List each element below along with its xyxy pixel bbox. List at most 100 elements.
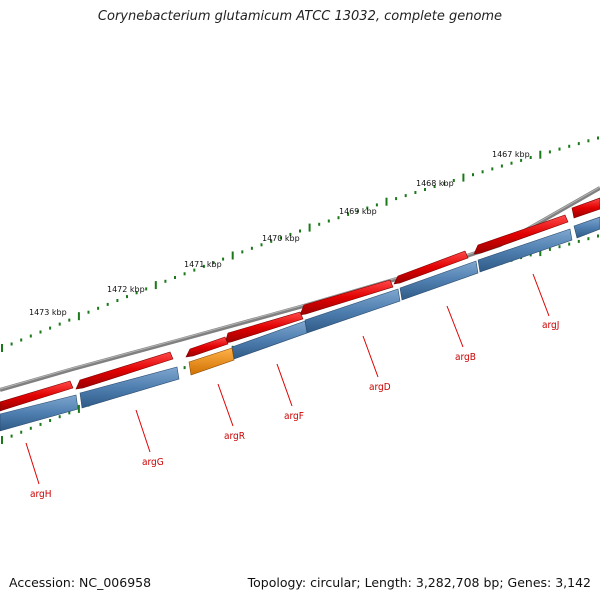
- gene-arrow-argD[interactable]: [393, 250, 469, 285]
- outer-minor-tick: [145, 287, 148, 291]
- cds-bar-argH[interactable]: [0, 394, 79, 432]
- outer-ruler-ticks: [1, 136, 599, 352]
- outer-minor-tick: [443, 182, 446, 185]
- inner-minor-tick: [39, 422, 42, 426]
- inner-major-tick: [77, 404, 80, 413]
- outer-minor-tick: [318, 222, 321, 226]
- inner-minor-tick: [49, 419, 52, 422]
- outer-minor-tick: [97, 306, 100, 310]
- leader-argG: [135, 409, 151, 453]
- inner-minor-tick: [558, 245, 561, 249]
- outer-minor-tick: [472, 173, 474, 177]
- outer-minor-tick: [212, 261, 215, 265]
- leader-argH: [25, 442, 40, 485]
- gene-arrow-argG[interactable]: [75, 351, 174, 390]
- kbp-label-1469: 1469 kbp: [339, 207, 377, 216]
- outer-minor-tick: [356, 209, 359, 213]
- inner-minor-tick: [183, 366, 186, 370]
- outer-minor-tick: [395, 197, 398, 201]
- outer-minor-tick: [250, 246, 253, 250]
- gene-arrow-argB[interactable]: [473, 214, 569, 255]
- gene-label-argF[interactable]: argF: [284, 411, 304, 422]
- outer-minor-tick: [587, 139, 590, 143]
- outer-major-tick: [308, 223, 311, 232]
- accession-text: Accession: NC_006958: [9, 575, 152, 590]
- gene-label-argD[interactable]: argD: [369, 382, 391, 393]
- outer-major-tick: [154, 281, 157, 290]
- inner-minor-tick: [10, 434, 13, 438]
- kbp-label-1473: 1473 kbp: [29, 308, 67, 317]
- outer-minor-tick: [87, 310, 90, 314]
- cds-bar-argD[interactable]: [399, 260, 479, 301]
- outer-minor-tick: [520, 158, 523, 162]
- outer-minor-tick: [597, 136, 599, 140]
- topology-text: Topology: circular; Length: 3,282,708 bp…: [247, 575, 591, 590]
- outer-minor-tick: [39, 330, 42, 334]
- gene-arrow-argR-upstream[interactable]: [185, 336, 229, 358]
- outer-minor-tick: [375, 203, 378, 207]
- outer-minor-tick: [337, 216, 340, 220]
- outer-minor-tick: [327, 219, 330, 223]
- gene-label-argB[interactable]: argB: [455, 352, 476, 363]
- outer-minor-tick: [193, 268, 196, 272]
- outer-minor-tick: [558, 147, 561, 151]
- outer-minor-tick: [481, 170, 484, 174]
- outer-major-tick: [231, 251, 234, 260]
- inner-minor-tick: [68, 411, 71, 415]
- outer-minor-tick: [289, 232, 292, 236]
- cds-bar-argB[interactable]: [477, 228, 573, 273]
- inner-minor-tick: [548, 247, 551, 251]
- inner-minor-tick: [20, 430, 23, 434]
- map-title: Corynebacterium glutamicum ATCC 13032, c…: [97, 9, 503, 24]
- outer-major-tick: [1, 344, 3, 352]
- gene-label-argJ[interactable]: argJ: [542, 320, 559, 331]
- kbp-label-1468: 1468 kbp: [416, 179, 454, 188]
- outer-minor-tick: [299, 229, 301, 233]
- gene-arrow-argJ[interactable]: [571, 197, 600, 219]
- label-leaders: [25, 273, 550, 485]
- inner-minor-tick: [29, 426, 32, 430]
- leader-argF: [276, 363, 293, 407]
- outer-major-tick: [539, 150, 542, 159]
- inner-minor-tick: [587, 237, 590, 241]
- gene-label-argR[interactable]: argR: [224, 431, 245, 442]
- gene-arrow-argH[interactable]: [0, 380, 74, 412]
- gene-label-argH[interactable]: argH: [30, 489, 52, 500]
- inner-minor-tick: [568, 242, 571, 246]
- kbp-label-1471: 1471 kbp: [184, 260, 222, 269]
- inner-major-tick: [539, 248, 542, 257]
- leader-argJ: [532, 273, 550, 317]
- outer-minor-tick: [529, 156, 532, 159]
- inner-minor-tick: [58, 415, 61, 419]
- outer-minor-tick: [279, 236, 282, 240]
- outer-major-tick: [385, 197, 388, 206]
- kbp-label-1472: 1472 kbp: [107, 285, 145, 294]
- outer-major-tick: [77, 312, 80, 321]
- kbp-label-1467: 1467 kbp: [492, 150, 530, 159]
- outer-minor-tick: [49, 326, 52, 330]
- outer-major-tick: [462, 173, 465, 182]
- outer-minor-tick: [414, 191, 417, 194]
- outer-minor-tick: [424, 188, 426, 191]
- genome-backbone-highlight: [0, 186, 600, 390]
- cds-bar-argR-regulator[interactable]: [188, 347, 235, 376]
- gene-label-argG[interactable]: argG: [142, 457, 164, 468]
- cds-bar-argG[interactable]: [79, 366, 180, 409]
- outer-minor-tick: [241, 250, 244, 254]
- forward-gene-arrows: [0, 197, 600, 412]
- outer-minor-tick: [202, 264, 205, 268]
- leader-argB: [446, 305, 464, 348]
- outer-minor-tick: [270, 239, 273, 243]
- outer-minor-tick: [29, 334, 32, 338]
- outer-minor-tick: [452, 179, 455, 182]
- cds-bar-argJ[interactable]: [573, 216, 600, 239]
- outer-minor-tick: [347, 212, 350, 216]
- outer-minor-tick: [183, 272, 186, 276]
- outer-minor-tick: [20, 338, 23, 342]
- outer-minor-tick: [577, 142, 580, 146]
- genome-backbone: [0, 186, 600, 392]
- outer-minor-tick: [222, 257, 225, 261]
- outer-minor-tick: [135, 291, 138, 295]
- outer-minor-tick: [58, 322, 61, 326]
